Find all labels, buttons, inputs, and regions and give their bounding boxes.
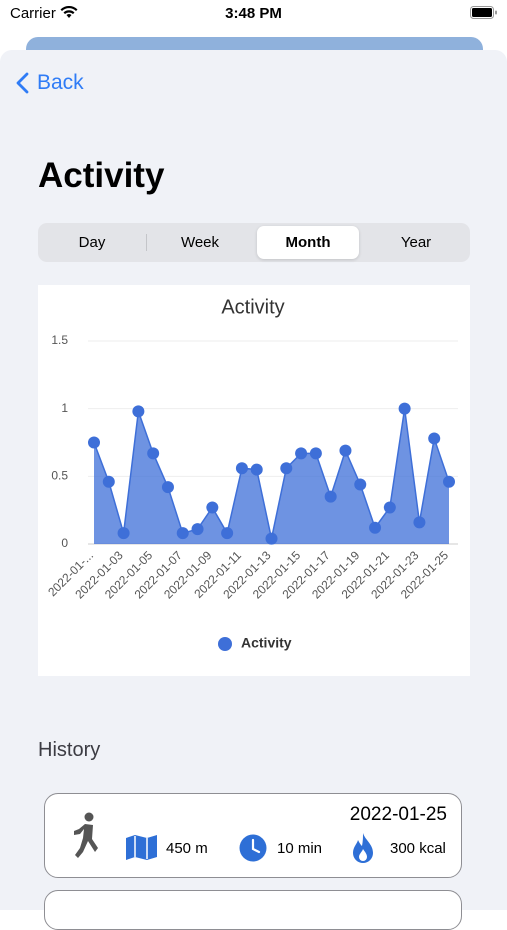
point bbox=[221, 527, 234, 540]
legend-label: Activity bbox=[241, 635, 292, 651]
point bbox=[309, 447, 322, 460]
point bbox=[398, 402, 411, 415]
point bbox=[413, 516, 426, 529]
point bbox=[369, 521, 382, 534]
segment[interactable]: Year bbox=[400, 234, 432, 251]
point bbox=[354, 478, 367, 491]
point bbox=[295, 447, 308, 460]
point bbox=[339, 444, 352, 457]
back-button[interactable]: Back bbox=[16, 71, 84, 95]
history-heading: History bbox=[38, 739, 101, 761]
history-energy: 300 kcal bbox=[390, 840, 446, 857]
point bbox=[191, 523, 204, 536]
flame-icon bbox=[353, 833, 373, 863]
wifi-icon bbox=[60, 5, 78, 18]
history-duration: 10 min bbox=[277, 840, 323, 857]
y-tick-label: 1 bbox=[61, 401, 68, 415]
chart-title: Activity bbox=[221, 296, 284, 318]
segment[interactable]: Day bbox=[78, 234, 106, 251]
point bbox=[102, 475, 115, 488]
point bbox=[88, 436, 100, 449]
back-label: Back bbox=[37, 71, 84, 94]
page-title: Activity bbox=[38, 156, 165, 195]
area bbox=[94, 408, 449, 544]
status-time: 3:48 PM bbox=[225, 5, 282, 22]
segmented-control: Day Week Month Year bbox=[38, 223, 470, 262]
point bbox=[132, 405, 145, 418]
y-tick-label: 1.5 bbox=[51, 333, 68, 347]
point bbox=[250, 463, 263, 476]
chart-card: Activity 0 0.5 1 1.5 2022-01-... 2022-01-03 20… bbox=[38, 285, 470, 676]
y-tick-label: 0 bbox=[61, 536, 68, 550]
status-carrier: Carrier bbox=[10, 5, 78, 22]
point bbox=[206, 501, 219, 514]
y-tick-label: 0.5 bbox=[51, 469, 68, 483]
history-distance: 450 m bbox=[166, 840, 208, 857]
point bbox=[383, 501, 396, 514]
history-card[interactable]: 2022-01-25 450 m 10 min 300 kcal bbox=[44, 793, 462, 878]
point bbox=[161, 481, 174, 494]
legend-marker bbox=[218, 637, 232, 651]
chart: Activity 00.511.52022-01-...2022-01-0320… bbox=[45, 296, 458, 651]
point bbox=[265, 532, 278, 545]
point bbox=[428, 432, 441, 445]
point bbox=[147, 447, 160, 460]
point bbox=[117, 527, 130, 540]
map-icon bbox=[126, 835, 157, 860]
back-chevron bbox=[16, 72, 29, 94]
carrier-text: Carrier bbox=[10, 5, 56, 22]
point bbox=[324, 490, 337, 503]
segment[interactable]: Month bbox=[257, 226, 359, 259]
point bbox=[443, 475, 455, 488]
walk-icon bbox=[74, 812, 98, 858]
point bbox=[235, 462, 248, 475]
battery-icon bbox=[470, 6, 497, 19]
point bbox=[280, 462, 293, 475]
segment[interactable]: Week bbox=[146, 226, 251, 259]
clock-icon bbox=[239, 834, 267, 862]
screen: {"status_bar": {"carrier": "Carrier", "t… bbox=[0, 5, 507, 930]
history-card[interactable] bbox=[44, 890, 462, 930]
history-date: 2022-01-25 bbox=[349, 804, 447, 825]
point bbox=[176, 527, 189, 540]
